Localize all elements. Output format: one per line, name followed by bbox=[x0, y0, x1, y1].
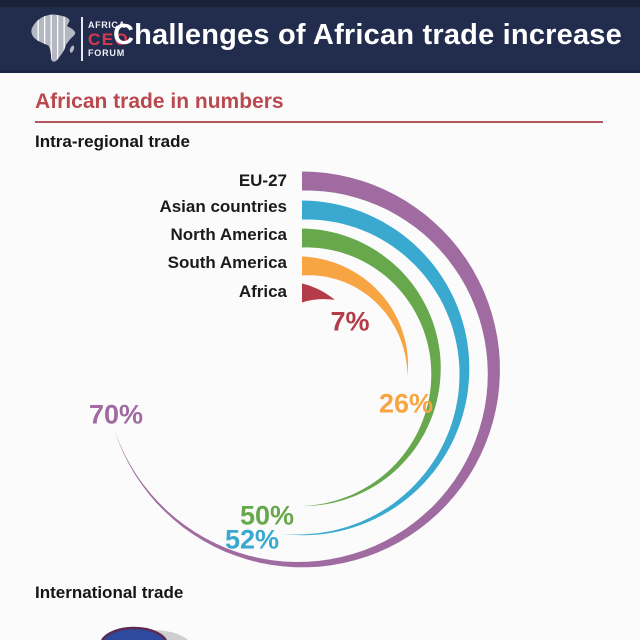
international-trade-title: International trade bbox=[35, 583, 184, 602]
value-label-asian-countries: 52% bbox=[224, 524, 280, 555]
category-label-africa: Africa bbox=[238, 282, 287, 301]
page-title: Challenges of African trade increase bbox=[113, 19, 622, 51]
africa-map-icon bbox=[31, 14, 76, 62]
category-label-eu-27: EU-27 bbox=[238, 171, 287, 190]
international-trade-pie-partial bbox=[101, 626, 189, 640]
pie-top-ellipse bbox=[101, 626, 167, 640]
intra-regional-trade-chart bbox=[114, 171, 500, 568]
category-label-asian-countries: Asian countries bbox=[159, 197, 287, 216]
intra-regional-trade-title: Intra-regional trade bbox=[35, 132, 190, 151]
logo-word-ceo: CEO bbox=[88, 29, 130, 49]
value-label-south-america: 26% bbox=[378, 388, 434, 419]
value-label-eu-27: 70% bbox=[88, 399, 144, 430]
africa-ceo-forum-logo: AFRICA CEO FORUM bbox=[28, 13, 129, 65]
value-label-africa: 7% bbox=[330, 306, 370, 337]
category-label-south-america: South America bbox=[167, 253, 287, 272]
value-label-north-america: 50% bbox=[239, 500, 295, 531]
arc-africa bbox=[302, 283, 335, 303]
section-title: African trade in numbers bbox=[35, 90, 603, 123]
header-bar: AFRICA CEO FORUM Challenges of African t… bbox=[0, 0, 640, 73]
logo-wordmark: AFRICA CEO FORUM bbox=[88, 19, 130, 58]
logo-word-forum: FORUM bbox=[88, 47, 125, 58]
logo-word-africa: AFRICA bbox=[88, 19, 126, 30]
category-label-north-america: North America bbox=[170, 225, 287, 244]
logo-divider bbox=[81, 17, 83, 61]
arc-south-america bbox=[302, 256, 408, 377]
